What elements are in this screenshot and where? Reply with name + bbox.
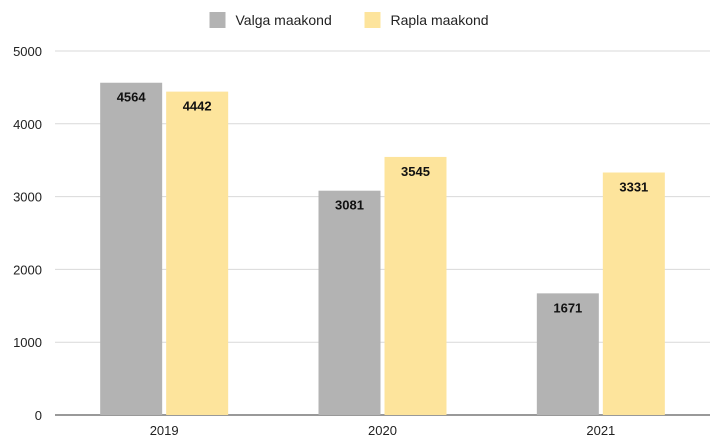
data-label: 3545 (401, 164, 430, 179)
y-tick-label: 2000 (13, 262, 42, 277)
legend-swatch (209, 12, 226, 28)
data-label: 3081 (335, 198, 364, 213)
x-tick-label: 2019 (150, 423, 179, 438)
bar (602, 172, 665, 415)
data-label: 1671 (553, 300, 582, 315)
y-tick-label: 1000 (13, 335, 42, 350)
bar (536, 293, 599, 415)
data-label: 4564 (117, 90, 147, 105)
legend-label: Valga maakond (236, 12, 332, 28)
y-tick-label: 5000 (13, 44, 42, 59)
bar (100, 82, 163, 416)
y-tick-label: 0 (35, 408, 42, 423)
bar (166, 91, 229, 415)
y-tick-label: 3000 (13, 190, 42, 205)
data-label: 4442 (183, 99, 212, 114)
data-label: 3331 (619, 180, 648, 195)
bar (384, 156, 447, 415)
legend-swatch (364, 12, 381, 28)
x-tick-label: 2020 (368, 423, 397, 438)
legend-label: Rapla maakond (391, 12, 489, 28)
bar (318, 190, 381, 415)
x-tick-label: 2021 (586, 423, 615, 438)
y-tick-label: 4000 (13, 117, 42, 132)
